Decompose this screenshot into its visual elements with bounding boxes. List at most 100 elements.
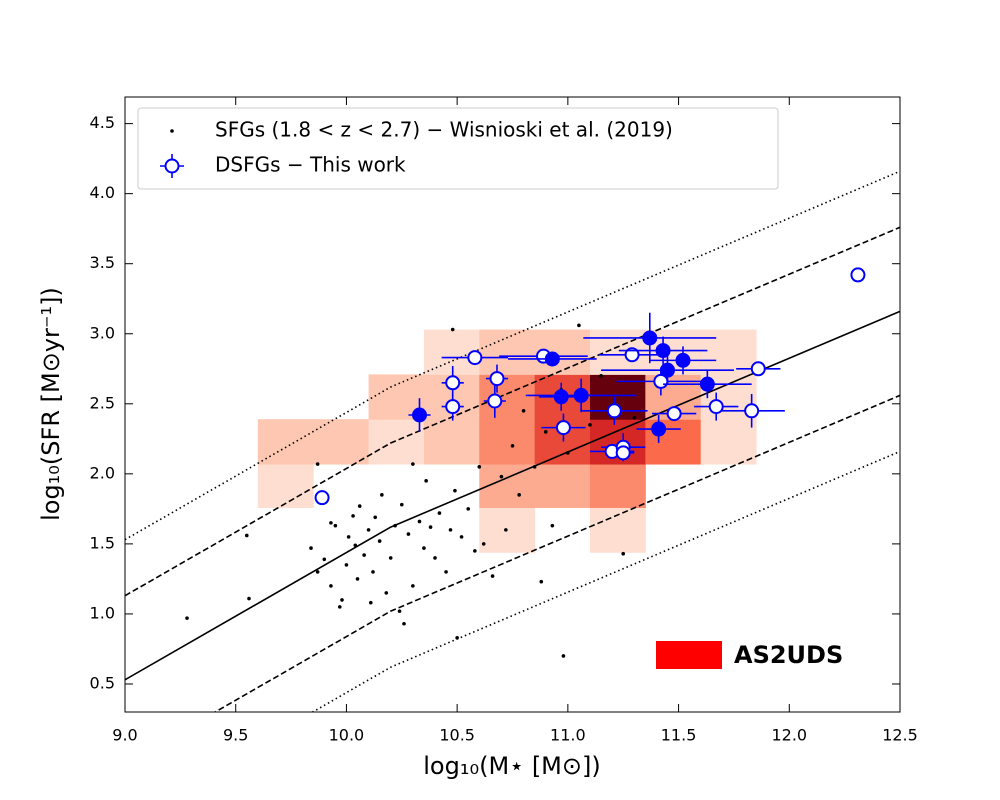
heatmap-cell [534, 464, 591, 508]
sfg-point [322, 557, 327, 562]
dsfg-point [744, 403, 760, 419]
sfg-point [366, 528, 371, 532]
sfg-point [517, 493, 521, 497]
heatmap-cell [700, 419, 757, 465]
sfg-point [621, 551, 626, 556]
sfg-point [433, 556, 437, 560]
dsfg-point [544, 351, 560, 367]
heatmap-legend-label: AS2UDS [734, 641, 843, 669]
sfg-point [340, 598, 344, 602]
sfg-point [459, 535, 464, 539]
sfg-point [333, 523, 338, 528]
sfg-point [477, 465, 482, 469]
x-tick-label: 9.5 [223, 726, 248, 745]
sfg-point [632, 416, 637, 420]
sfg-point [561, 654, 566, 658]
sfg-point [428, 525, 433, 529]
legend-label: DSFGs − This work [215, 153, 406, 177]
dsfg-point [708, 399, 724, 415]
sfg-point [490, 574, 495, 578]
x-tick-label: 11.5 [661, 726, 697, 745]
dsfg-point [699, 376, 715, 392]
x-tick-label: 10.5 [439, 726, 475, 745]
heatmap-cell [368, 419, 425, 465]
sfg-point [411, 584, 415, 588]
sfg-point [388, 556, 393, 560]
sfg-point [417, 519, 422, 524]
y-tick-label: 4.5 [90, 113, 115, 132]
dsfg-point [675, 352, 691, 368]
dsfg-point [850, 267, 866, 283]
heatmap-cell [479, 374, 536, 420]
legend-marker [164, 158, 180, 174]
heatmap-cell [590, 464, 646, 508]
sfg-point [599, 373, 603, 378]
sfg-point [504, 528, 508, 532]
sfg-point [466, 507, 471, 511]
dsfg-point [314, 490, 330, 506]
sfg-point [247, 596, 251, 601]
sfg-point [377, 539, 382, 543]
x-tick-label: 12.5 [882, 726, 918, 745]
sfg-point [543, 430, 548, 434]
sfg-point [351, 514, 355, 518]
sfg-point [362, 553, 366, 557]
dsfg-point [606, 403, 622, 419]
sfg-point [455, 635, 459, 640]
dsfg-point [467, 350, 483, 366]
sfg-point [566, 451, 570, 455]
legend-marker [170, 129, 174, 133]
dsfg-point [553, 389, 569, 405]
heatmap-cell [479, 329, 536, 375]
sfg-point [397, 609, 402, 613]
sfg-point [353, 543, 358, 548]
sfg-point [344, 563, 349, 567]
y-tick-label: 0.5 [90, 673, 115, 692]
x-axis-label: log₁₀(M⋆ [M⊙]) [423, 752, 600, 780]
reference-line [125, 170, 900, 541]
x-tick-label: 9.0 [112, 726, 137, 745]
heatmap-cell [257, 419, 314, 465]
heatmap-cell [423, 419, 480, 465]
sfg-point [393, 523, 397, 528]
y-tick-label: 2.0 [90, 463, 115, 482]
y-tick-label: 4.0 [90, 183, 115, 202]
x-tick-label: 10.0 [329, 726, 365, 745]
dsfg-point [750, 361, 766, 377]
sfg-point [539, 579, 544, 584]
dsfg-point [624, 347, 640, 363]
sfg-point [337, 605, 342, 609]
dsfg-point [615, 445, 631, 461]
y-axis-label: log₁₀(SFR [M⊙yr⁻¹]) [37, 287, 65, 521]
sfg-point [499, 474, 504, 479]
dsfg-point [487, 393, 503, 409]
sfg-point [532, 465, 537, 469]
sfg-point [355, 577, 360, 581]
y-tick-label: 2.5 [90, 393, 115, 412]
y-tick-label: 1.5 [90, 533, 115, 552]
plot-area [125, 170, 900, 712]
dsfg-point [489, 371, 505, 387]
sfg-point [384, 591, 389, 595]
heatmap-cell [257, 464, 314, 508]
sfg-point [406, 532, 411, 536]
sfg-point [399, 502, 404, 507]
dsfg-point [660, 362, 675, 378]
sfg-point [448, 528, 453, 532]
sfg-point [424, 479, 428, 483]
sfg-point [444, 570, 448, 574]
dsfg-point [573, 387, 589, 403]
heatmap-cell [313, 419, 370, 465]
x-tick-label: 12.0 [771, 726, 807, 745]
sfg-point [329, 521, 333, 525]
x-tick-label: 11.0 [550, 726, 586, 745]
sfg-point [453, 488, 457, 493]
sfg-point [473, 549, 477, 553]
sfg-point [577, 323, 581, 328]
sfg-point [380, 493, 384, 497]
axes-frame [124, 96, 901, 713]
sfg-point [309, 546, 313, 550]
sfg-point [315, 462, 320, 466]
sfg-point [510, 444, 515, 448]
sfg-point [373, 515, 378, 520]
